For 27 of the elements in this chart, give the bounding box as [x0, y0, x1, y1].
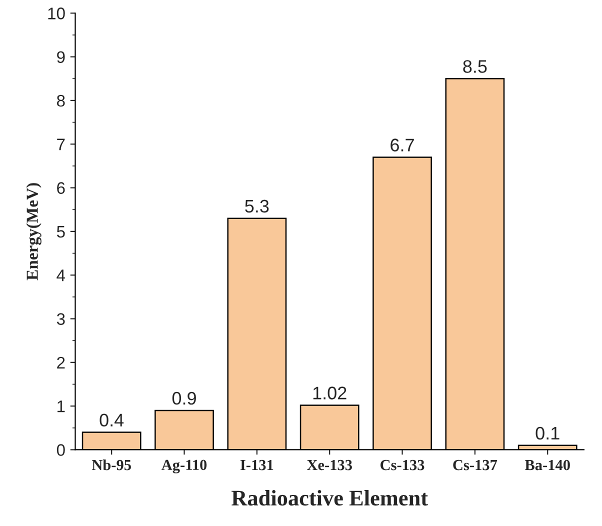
y-tick-label: 2: [57, 356, 65, 368]
data-label: 0.4: [100, 414, 124, 427]
y-tick-label: 1: [58, 400, 65, 412]
x-tick-label: Xe-133: [306, 460, 352, 470]
data-label: 1.02: [313, 386, 346, 400]
y-tick-label: 3: [56, 313, 65, 325]
y-tick-label: 4: [56, 270, 66, 282]
x-tick-label: Nb-95: [92, 459, 131, 470]
data-label: 6.7: [390, 138, 414, 152]
y-tick-label: 0: [56, 444, 65, 456]
x-axis-title: Radioactive Element: [232, 490, 428, 506]
y-tick-label: 6: [57, 182, 65, 194]
data-label: 0.9: [172, 392, 196, 405]
x-tick-label: Ag-110: [161, 460, 207, 474]
x-tick-label: I-131: [240, 460, 274, 470]
data-label: 0.1: [536, 426, 560, 440]
y-axis-title: Energy(MeV): [26, 183, 42, 280]
data-label: 5.3: [245, 200, 269, 213]
y-tick-label: 10: [48, 8, 65, 20]
y-tick-label: 9: [57, 51, 65, 64]
data-label: 8.5: [463, 60, 487, 73]
x-tick-label: Ba-140: [524, 460, 570, 470]
x-tick-label: Cs-133: [380, 460, 424, 470]
y-tick-label: 5: [56, 226, 65, 238]
y-tick-label: 7: [57, 138, 65, 150]
x-tick-label: Cs-137: [453, 460, 498, 470]
y-tick-label: 8: [56, 94, 65, 107]
